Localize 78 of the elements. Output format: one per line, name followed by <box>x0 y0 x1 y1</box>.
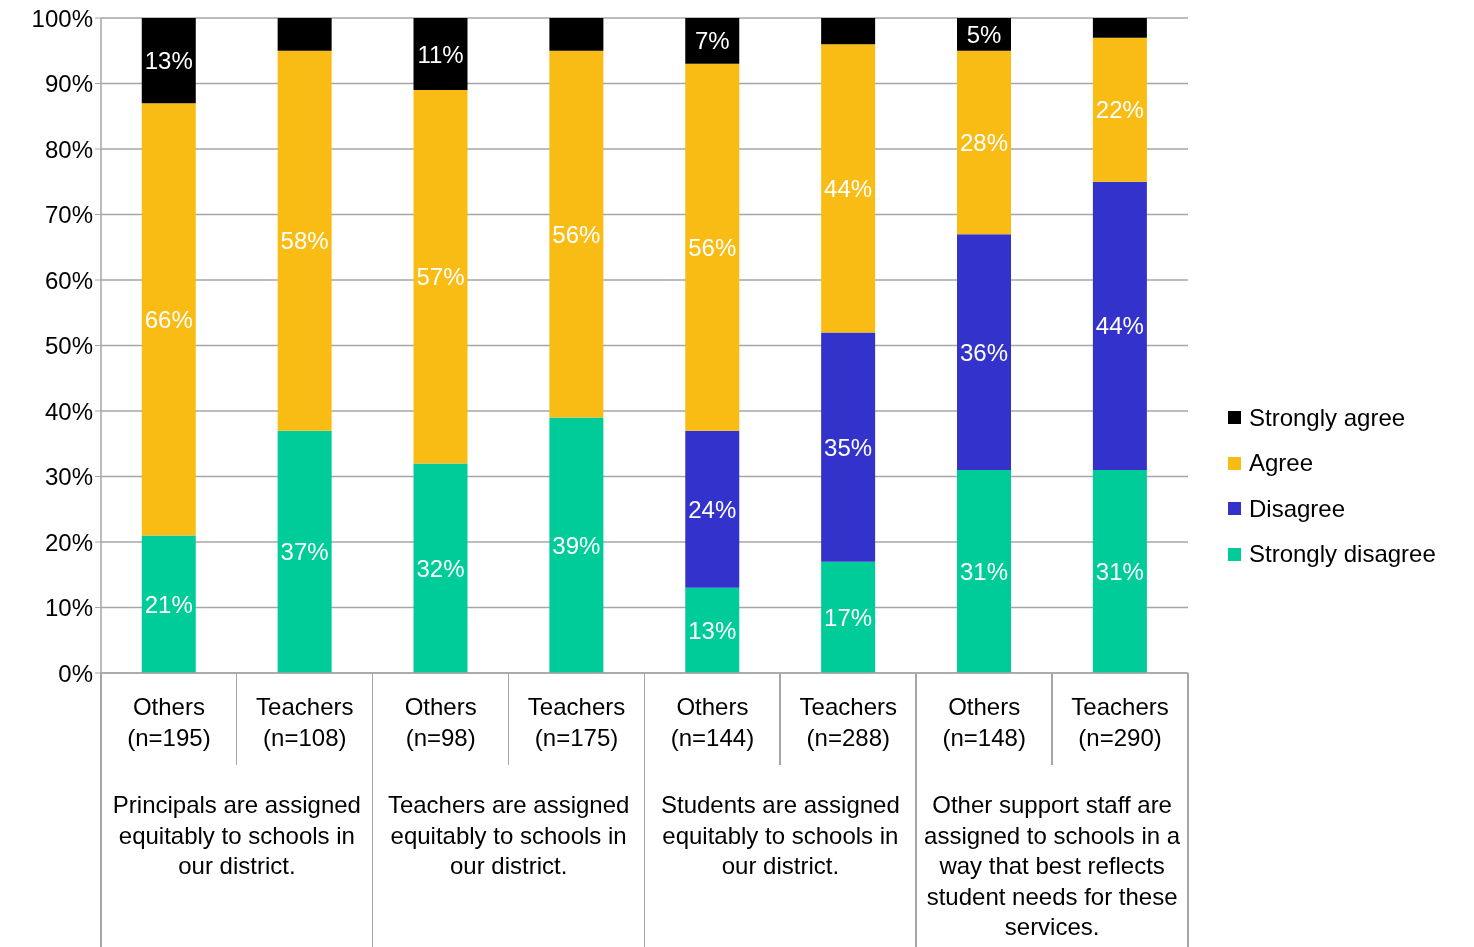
x-tick-label: Others (n=144) <box>670 693 755 751</box>
y-tick-label: 90% <box>44 70 93 98</box>
bar <box>1092 181 1147 470</box>
bar <box>413 90 468 464</box>
data-label: 35% <box>824 433 873 461</box>
bar <box>277 430 332 673</box>
data-label: 13% <box>144 47 193 75</box>
data-label: 13% <box>688 616 737 644</box>
bar <box>685 587 740 673</box>
data-label: 5% <box>966 20 1002 48</box>
bar <box>1092 469 1147 673</box>
y-tick-label: 0% <box>58 659 93 687</box>
bar <box>1092 37 1147 182</box>
text: Students are assigned equitably to schools in our district. <box>659 790 901 881</box>
y-tick-label: 100% <box>31 4 93 32</box>
data-label: 31% <box>1095 557 1144 585</box>
text: Principals are assigned equitably to schools in our district. <box>111 790 362 881</box>
data-label: 57% <box>416 263 465 291</box>
bar <box>957 50 1012 235</box>
x-tick-label: Teachers (n=108) <box>256 693 354 751</box>
x-tick-label: Others (n=98) <box>404 693 477 751</box>
text: Other support staff are assigned to schools in a way that best reflects student needs for these services. <box>923 790 1182 942</box>
bar <box>413 18 468 91</box>
bar <box>957 469 1012 673</box>
y-tick-label: 80% <box>44 135 93 163</box>
data-label: 22% <box>1095 96 1144 124</box>
x-tick-label: Others (n=195) <box>127 693 211 751</box>
legend-label: Disagree <box>1249 494 1346 523</box>
bar <box>821 332 876 562</box>
bar <box>549 18 604 51</box>
bar <box>821 561 876 673</box>
data-label: 17% <box>824 603 873 631</box>
data-label: 36% <box>959 338 1009 366</box>
data-label: 58% <box>280 227 329 255</box>
data-label: 7% <box>694 27 730 55</box>
bar <box>277 50 332 431</box>
bar <box>685 18 740 64</box>
data-label: 11% <box>417 40 464 68</box>
legend-label: Strongly disagree <box>1249 540 1436 569</box>
data-label: 44% <box>824 174 873 202</box>
x-tick-label: Teachers (n=290) <box>1071 693 1169 751</box>
bar <box>685 63 740 431</box>
bar <box>141 103 196 536</box>
bar <box>1092 18 1147 38</box>
data-label: 32% <box>416 554 465 582</box>
legend-label: Strongly agree <box>1249 403 1406 432</box>
bar <box>141 18 196 104</box>
data-label: 28% <box>959 128 1009 156</box>
y-tick-label: 10% <box>44 594 93 622</box>
y-tick-label: 50% <box>44 332 93 360</box>
bar <box>685 430 740 588</box>
data-label: 56% <box>552 220 601 248</box>
bar <box>549 50 604 418</box>
text: Teachers are assigned equitably to schools in our district. <box>386 790 631 881</box>
y-tick-label: 20% <box>44 528 93 556</box>
bar <box>549 417 604 673</box>
bar <box>141 535 196 673</box>
x-tick-label: Teachers (n=288) <box>799 693 898 751</box>
x-tick-label: Teachers (n=175) <box>527 693 626 751</box>
data-label: 56% <box>688 233 737 261</box>
x-tick-label: Others (n=148) <box>942 693 1026 751</box>
data-label: 66% <box>144 305 193 333</box>
bar <box>957 234 1012 470</box>
legend-label: Agree <box>1249 449 1314 478</box>
y-tick-label: 70% <box>44 201 93 229</box>
y-tick-label: 40% <box>44 397 93 425</box>
y-tick-label: 60% <box>44 266 93 294</box>
data-label: 31% <box>959 557 1009 585</box>
bar <box>277 18 332 51</box>
data-label: 37% <box>280 538 329 566</box>
data-label: 44% <box>1095 312 1144 340</box>
data-label: 39% <box>552 531 601 559</box>
y-tick-label: 30% <box>44 463 93 491</box>
bar <box>413 463 468 673</box>
bar <box>821 18 876 45</box>
bar <box>821 44 876 333</box>
data-label: 24% <box>688 495 737 523</box>
data-label: 21% <box>144 590 193 618</box>
